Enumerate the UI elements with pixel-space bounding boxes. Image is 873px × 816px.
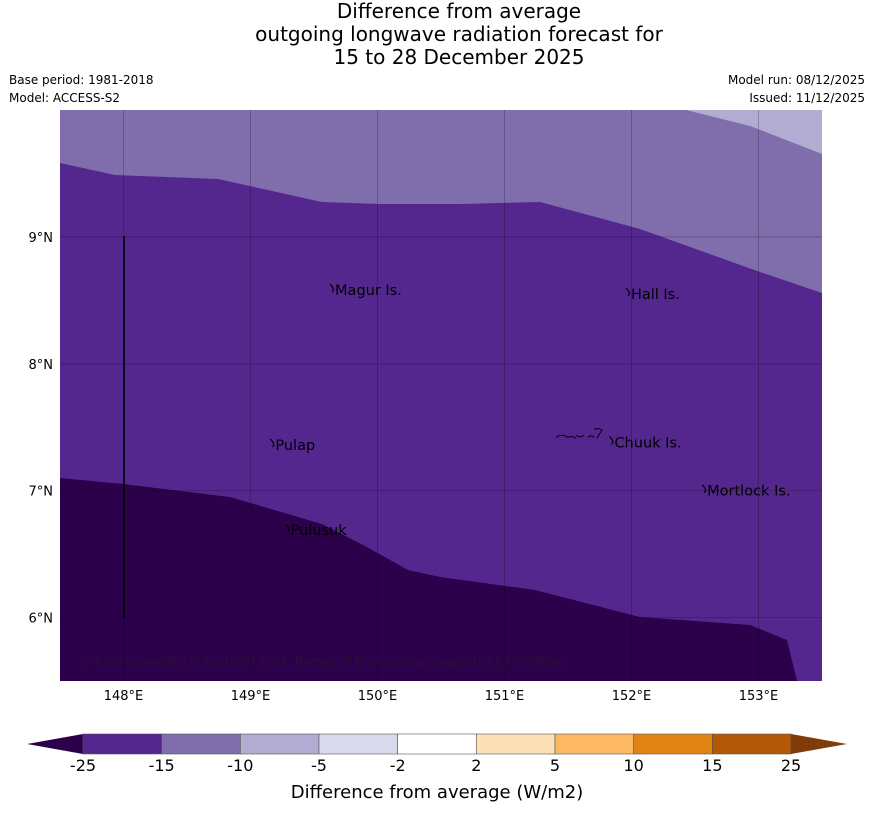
map-title: Difference from average outgoing longwav…: [255, 0, 663, 69]
place-label: Pulap: [275, 438, 315, 454]
lon-label: 149°E: [231, 689, 271, 704]
colorbar-segments: [82, 733, 792, 755]
colorbar-tick-label: 2: [471, 756, 481, 775]
island-outlines: [269, 283, 707, 533]
lon-label: 148°E: [104, 689, 144, 704]
colorbar-label: Difference from average (W/m2): [291, 782, 583, 803]
colorbar-tick-label: 25: [781, 756, 801, 775]
colorbar-tick-label: -5: [311, 756, 327, 775]
colorbar-segment: [712, 733, 792, 755]
colorbar-tick-label: 5: [550, 756, 560, 775]
colorbar-low-extend: [27, 734, 83, 754]
model-run: Model run: 08/12/2025: [727, 73, 865, 87]
place-label: Magur Is.: [335, 283, 402, 299]
longitude-labels: 148°E 149°E 150°E 151°E 152°E 153°E: [104, 689, 779, 704]
map-area: Magur Is. Hall Is. Pulap Chuuk Is. Mortlock …: [60, 110, 822, 681]
colorbar: -25 -15 -10 -5 -2 2 5 10 15 25 Difference from av…: [27, 733, 847, 803]
island-mark: [701, 484, 707, 494]
colorbar-tick-label: -25: [70, 756, 96, 775]
colorbar-segment: [554, 733, 634, 755]
lat-label: 7°N: [29, 485, 54, 500]
base-period: Base period: 1981-2018: [9, 73, 154, 87]
island-mark: [329, 283, 334, 293]
model-name: Model: ACCESS-S2: [9, 91, 121, 105]
colorbar-segment: [397, 733, 477, 755]
colorbar-segment: [240, 733, 320, 755]
colorbar-segment: [161, 733, 241, 755]
island-mark: [609, 436, 614, 445]
island-mark: [285, 523, 290, 533]
place-label: Hall Is.: [631, 287, 680, 303]
place-labels: Magur Is. Hall Is. Pulap Chuuk Is. Mortlock …: [275, 283, 790, 539]
colorbar-segment: [318, 733, 398, 755]
colorbar-segment: [633, 733, 713, 755]
issued-date: Issued: 11/12/2025: [749, 91, 865, 105]
island-mark: [625, 287, 630, 297]
colorbar-tick-label: -15: [149, 756, 175, 775]
meta-left: Base period: 1981-2018 Model: ACCESS-S2: [9, 71, 154, 107]
colorbar-ticks: -25 -15 -10 -5 -2 2 5 10 15 25: [70, 756, 801, 775]
meta-right: Model run: 08/12/2025 Issued: 11/12/2025: [728, 71, 865, 107]
band-below-minus25: [60, 478, 797, 681]
colorbar-tick-label: -10: [227, 756, 253, 775]
lon-label: 152°E: [612, 689, 652, 704]
lon-label: 151°E: [485, 689, 525, 704]
place-label: Pulusuk: [291, 523, 348, 539]
lat-label: 6°N: [29, 612, 54, 627]
copyright-notice: © Commonwealth of Australia 2025, Bureau…: [80, 654, 564, 668]
lat-label: 8°N: [29, 358, 54, 373]
colorbar-segment: [82, 733, 162, 755]
latitude-labels: 9°N 8°N 7°N 6°N: [29, 231, 54, 627]
lon-label: 150°E: [358, 689, 398, 704]
colorbar-tick-label: 15: [702, 756, 722, 775]
lat-label: 9°N: [29, 231, 54, 246]
place-label: Chuuk Is.: [614, 435, 681, 451]
lon-label: 153°E: [739, 689, 779, 704]
colorbar-tick-label: 10: [623, 756, 643, 775]
colorbar-tick-label: -2: [390, 756, 406, 775]
colorbar-high-extend: [791, 734, 847, 754]
island-mark: [269, 438, 275, 448]
colorbar-segment: [476, 733, 556, 755]
chuuk-atoll-outline: [555, 428, 603, 439]
place-label: Mortlock Is.: [707, 484, 790, 500]
